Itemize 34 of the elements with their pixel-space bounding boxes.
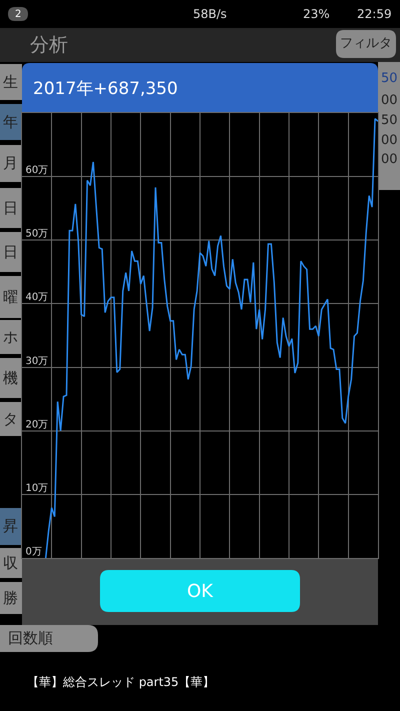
text: 勝 xyxy=(3,589,18,607)
y-tick-label: 20万 xyxy=(26,419,48,430)
chart-title: 2017年+687,350 xyxy=(33,78,178,99)
text: 機 xyxy=(3,369,18,387)
text: 日 xyxy=(3,199,18,217)
text: タ xyxy=(3,410,18,428)
text: フィルタ xyxy=(340,36,392,51)
y-tick-label: 0万 xyxy=(26,546,42,558)
text: 22:59 xyxy=(357,7,392,21)
text: 日 xyxy=(3,243,18,261)
text: OK xyxy=(187,581,214,602)
text: ホ xyxy=(3,328,18,346)
text: 回数順 xyxy=(8,629,53,647)
text: 50 xyxy=(381,113,398,128)
y-tick-label: 10万 xyxy=(26,482,48,494)
text: 58B/s xyxy=(193,7,227,21)
text: 23% xyxy=(303,7,330,21)
text: 月 xyxy=(3,154,18,172)
y-tick-label: 60万 xyxy=(26,165,48,176)
text: 50 xyxy=(381,71,398,86)
y-tick-label: 30万 xyxy=(26,356,48,367)
text: 00 xyxy=(381,93,398,108)
text: 生 xyxy=(3,73,18,91)
text: 分析 xyxy=(30,34,68,56)
y-tick-label: 50万 xyxy=(26,228,48,240)
text: 収 xyxy=(3,554,18,572)
text: 昇 xyxy=(3,517,18,535)
text: 【華】総合スレッド part35【華】 xyxy=(27,675,215,689)
y-tick-label: 40万 xyxy=(26,292,48,304)
text: 年 xyxy=(3,113,18,131)
text: 00 xyxy=(381,133,398,148)
text: 00 xyxy=(381,152,398,167)
text: 2 xyxy=(15,9,22,20)
text: 曜 xyxy=(3,288,18,306)
